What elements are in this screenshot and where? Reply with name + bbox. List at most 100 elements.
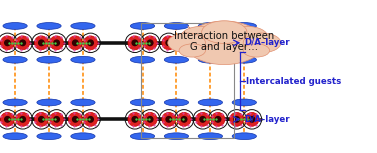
Ellipse shape (162, 112, 176, 126)
Ellipse shape (187, 33, 194, 39)
Ellipse shape (71, 99, 95, 106)
Ellipse shape (168, 33, 205, 53)
Ellipse shape (198, 99, 222, 106)
Ellipse shape (130, 133, 155, 140)
Ellipse shape (177, 36, 191, 50)
Ellipse shape (162, 36, 176, 50)
Ellipse shape (181, 26, 222, 47)
Ellipse shape (16, 112, 30, 126)
Ellipse shape (128, 36, 142, 50)
Ellipse shape (37, 22, 61, 29)
Ellipse shape (232, 56, 256, 63)
Ellipse shape (3, 56, 27, 63)
Ellipse shape (16, 36, 30, 50)
Ellipse shape (230, 112, 244, 126)
Bar (141, 23, 234, 138)
Ellipse shape (3, 133, 27, 140)
Ellipse shape (68, 112, 82, 126)
Ellipse shape (198, 56, 222, 63)
Ellipse shape (132, 39, 138, 46)
Ellipse shape (147, 39, 153, 46)
Ellipse shape (4, 39, 11, 46)
Ellipse shape (38, 116, 45, 123)
Ellipse shape (50, 36, 64, 50)
Ellipse shape (232, 99, 256, 106)
Ellipse shape (248, 39, 255, 46)
Ellipse shape (50, 112, 64, 126)
Ellipse shape (215, 116, 221, 123)
Ellipse shape (130, 22, 155, 29)
Ellipse shape (68, 36, 82, 50)
Ellipse shape (4, 116, 11, 123)
Ellipse shape (232, 22, 256, 29)
Text: Interaction between
G and layer…: Interaction between G and layer… (174, 30, 274, 52)
Ellipse shape (3, 99, 27, 106)
Ellipse shape (72, 39, 79, 46)
Ellipse shape (72, 116, 79, 123)
Ellipse shape (181, 39, 187, 46)
Ellipse shape (19, 116, 26, 123)
Text: Intercalated guests: Intercalated guests (246, 77, 341, 86)
Ellipse shape (53, 39, 60, 46)
Ellipse shape (233, 39, 240, 46)
Ellipse shape (180, 33, 187, 40)
Ellipse shape (248, 116, 255, 123)
Ellipse shape (128, 112, 142, 126)
Ellipse shape (130, 99, 155, 106)
Ellipse shape (202, 21, 247, 43)
Ellipse shape (199, 39, 206, 46)
Ellipse shape (87, 39, 94, 46)
Ellipse shape (233, 116, 240, 123)
Ellipse shape (198, 133, 222, 140)
Ellipse shape (166, 116, 172, 123)
Ellipse shape (199, 116, 206, 123)
Ellipse shape (34, 36, 48, 50)
Ellipse shape (196, 36, 210, 50)
Ellipse shape (245, 36, 259, 50)
Ellipse shape (19, 39, 26, 46)
Text: D/A–layer: D/A–layer (244, 115, 290, 124)
Ellipse shape (37, 99, 61, 106)
Ellipse shape (181, 116, 187, 123)
Ellipse shape (147, 116, 153, 123)
Ellipse shape (179, 44, 205, 57)
Ellipse shape (198, 22, 222, 29)
Ellipse shape (38, 39, 45, 46)
Ellipse shape (84, 36, 98, 50)
Ellipse shape (211, 112, 225, 126)
Polygon shape (188, 26, 230, 58)
Ellipse shape (37, 56, 61, 63)
Text: D/A–layer: D/A–layer (244, 38, 290, 47)
Ellipse shape (243, 33, 281, 53)
Ellipse shape (211, 36, 225, 50)
Ellipse shape (143, 112, 157, 126)
Ellipse shape (0, 36, 14, 50)
Ellipse shape (232, 133, 256, 140)
Ellipse shape (71, 56, 95, 63)
Ellipse shape (185, 21, 264, 65)
Ellipse shape (130, 56, 155, 63)
Ellipse shape (84, 112, 98, 126)
Ellipse shape (164, 99, 188, 106)
Ellipse shape (71, 22, 95, 29)
Ellipse shape (87, 116, 94, 123)
Ellipse shape (164, 133, 188, 140)
Ellipse shape (71, 133, 95, 140)
Ellipse shape (3, 22, 27, 29)
Ellipse shape (34, 112, 48, 126)
Ellipse shape (143, 36, 157, 50)
Ellipse shape (226, 26, 268, 47)
Ellipse shape (196, 112, 210, 126)
Ellipse shape (164, 22, 188, 29)
Ellipse shape (53, 116, 60, 123)
Ellipse shape (243, 44, 270, 57)
Ellipse shape (37, 133, 61, 140)
Ellipse shape (0, 112, 14, 126)
Ellipse shape (177, 112, 191, 126)
Ellipse shape (132, 116, 138, 123)
Ellipse shape (215, 39, 221, 46)
Ellipse shape (164, 56, 188, 63)
Ellipse shape (245, 112, 259, 126)
Ellipse shape (166, 39, 172, 46)
Ellipse shape (230, 36, 244, 50)
